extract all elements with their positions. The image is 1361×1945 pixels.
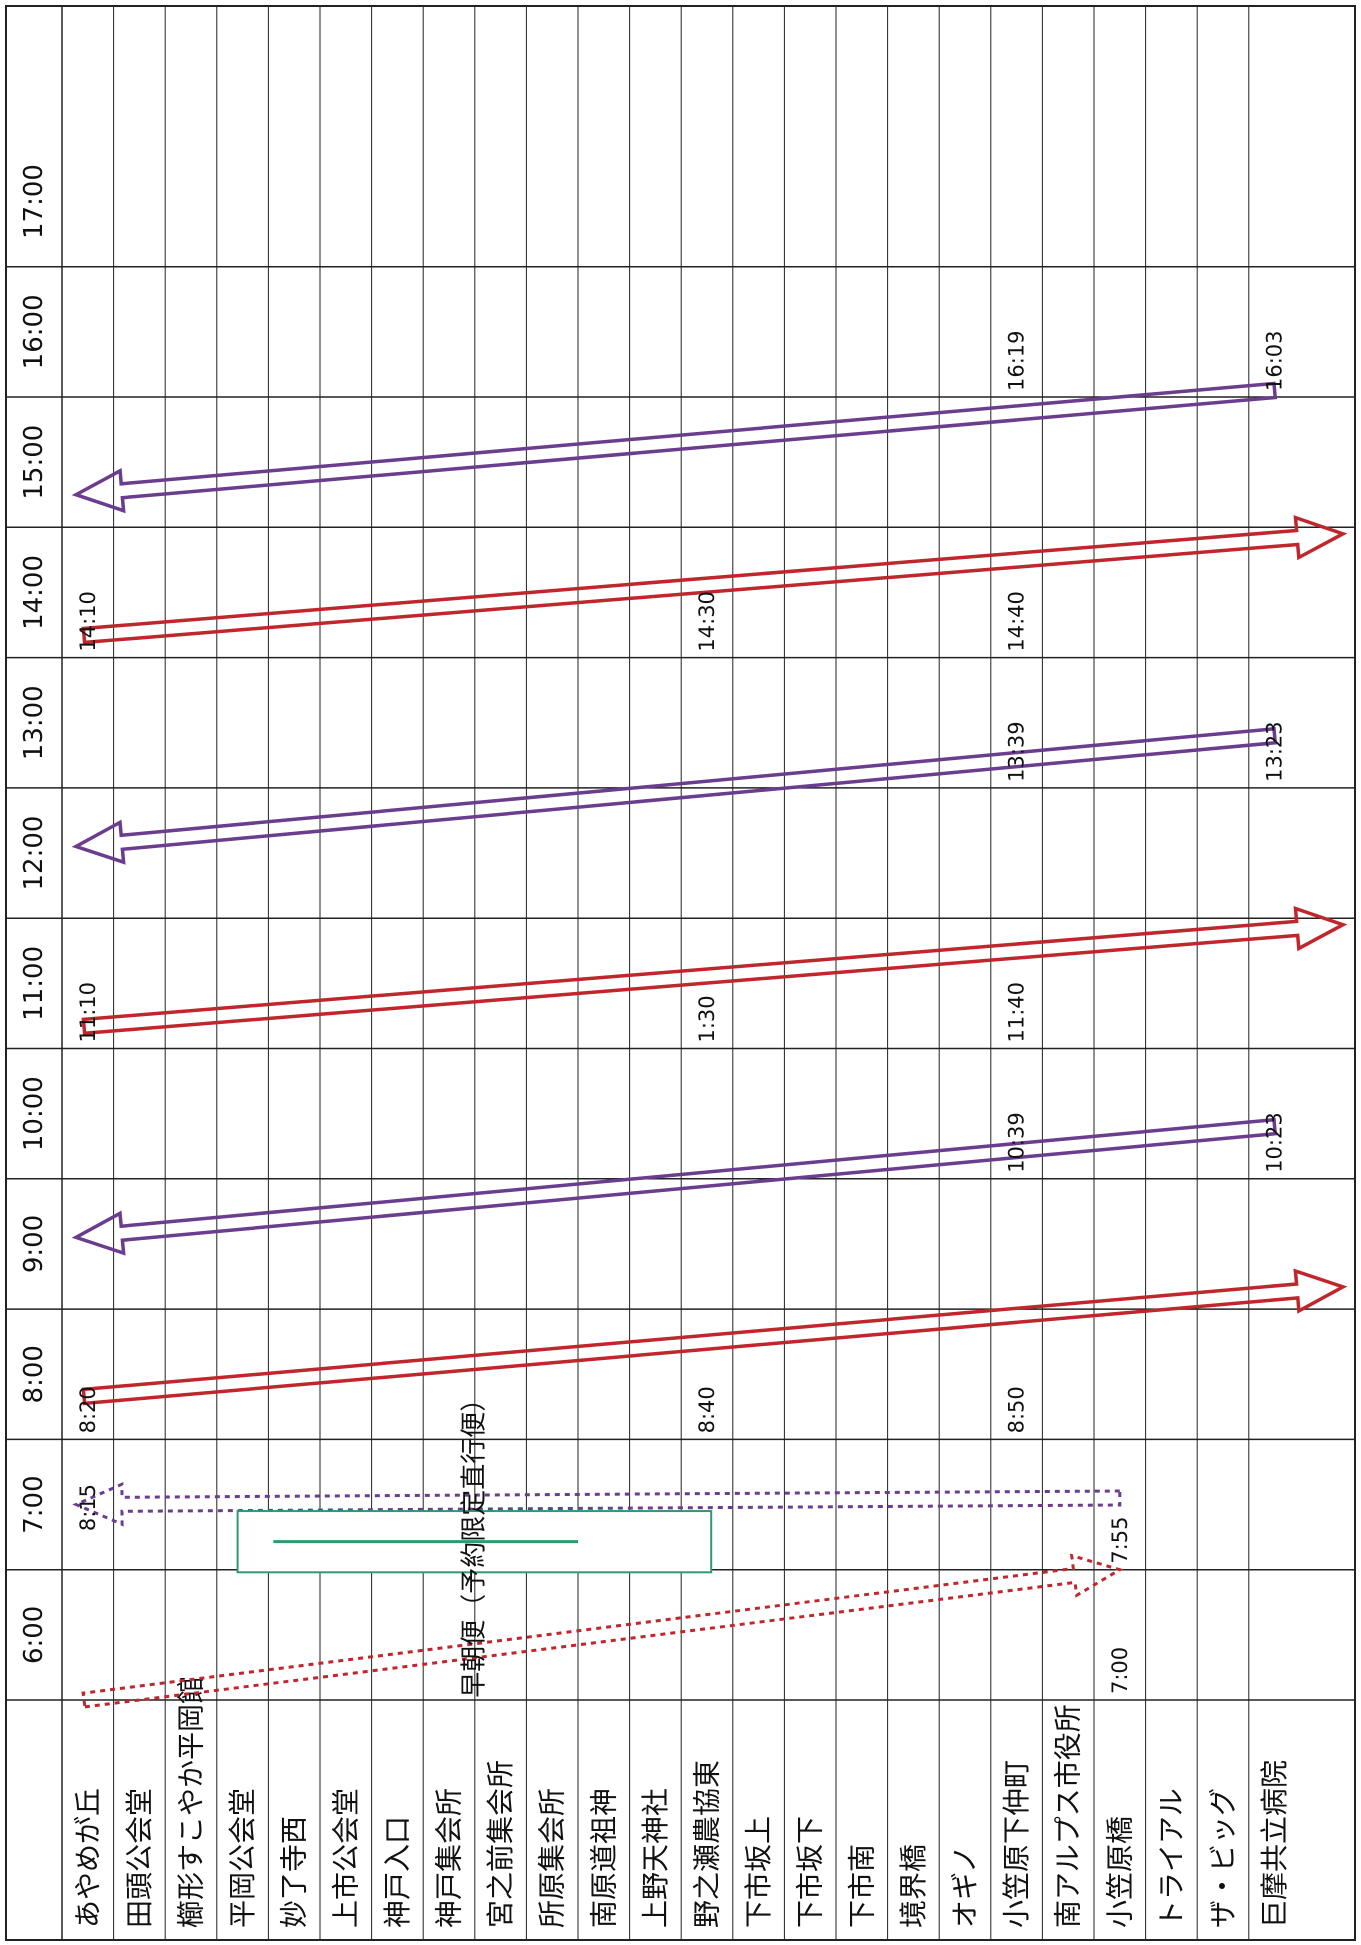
stop-name: 南原道祖神: [587, 1788, 620, 1928]
stop-name: 巨摩共立病院: [1258, 1760, 1291, 1928]
time-annotation: 10:23: [1263, 1112, 1287, 1173]
stop-name: 神戸集会所: [433, 1788, 466, 1928]
stop-name: 田頭公会堂: [123, 1788, 156, 1928]
hour-label: 13:00: [19, 685, 49, 760]
time-annotation: 7:55: [1108, 1517, 1132, 1564]
time-annotation: 16:19: [1005, 330, 1029, 391]
stop-name: ザ・ビッグ: [1207, 1788, 1240, 1928]
hour-label: 9:00: [19, 1215, 49, 1273]
outbound-trip-arrow: [81, 905, 1348, 1036]
time-annotation: 14:30: [695, 591, 719, 652]
stop-name: 上市公会堂: [329, 1788, 362, 1928]
inbound-trip-arrow: [71, 726, 1278, 865]
time-annotation: 11:10: [76, 982, 100, 1043]
stop-name: 南アルプス市役所: [1052, 1704, 1085, 1928]
time-annotation: 13:23: [1263, 721, 1287, 782]
hour-label: 15:00: [19, 425, 49, 500]
outbound-trip-arrow: [81, 1553, 1124, 1709]
time-annotation: 14:10: [76, 591, 100, 652]
outbound-trip-arrow: [81, 515, 1348, 645]
table-frame: [5, 5, 1356, 1941]
time-annotation: 8:40: [695, 1386, 719, 1433]
time-annotation: 7:00: [1108, 1647, 1132, 1694]
hour-label: 12:00: [19, 816, 49, 891]
hour-label: 6:00: [19, 1606, 49, 1664]
early-service-label: 早朝便（予約限定直行便）: [459, 1386, 489, 1698]
stop-name: 神戸入口: [381, 1816, 414, 1928]
stop-name: 妙了寺西: [278, 1816, 311, 1928]
stop-name: 小笠原下仲町: [1000, 1760, 1033, 1928]
hour-label: 7:00: [19, 1475, 49, 1533]
time-annotation: 11:40: [1005, 982, 1029, 1043]
hour-label: 10:00: [19, 1076, 49, 1151]
inbound-trip-arrow: [71, 1117, 1278, 1256]
stop-name: 境界橋: [897, 1844, 930, 1928]
hour-label: 14:00: [19, 555, 49, 630]
stop-name: 野之瀬農協東: [691, 1760, 724, 1928]
hour-label: 11:00: [19, 946, 49, 1021]
time-annotation: 8:15: [76, 1484, 100, 1531]
stop-name: 宮之前集会所: [484, 1760, 517, 1928]
stop-name: 櫛形すこやか平岡館: [175, 1676, 208, 1928]
time-annotation: 16:03: [1263, 330, 1287, 391]
time-annotation: 10:39: [1005, 1112, 1029, 1173]
stop-name: 小笠原橋: [1103, 1816, 1136, 1928]
stop-name: あやめが丘: [71, 1788, 104, 1928]
inbound-trip-arrow: [71, 381, 1278, 514]
time-annotation: 8:20: [76, 1386, 100, 1433]
stop-name: 所原集会所: [536, 1788, 569, 1928]
time-annotation: 1:30: [695, 995, 719, 1042]
hour-label: 17:00: [19, 164, 49, 239]
stop-name: 下市坂上: [742, 1816, 775, 1928]
outbound-trip-arrow: [81, 1268, 1348, 1406]
stop-name: 上野天神社: [639, 1788, 672, 1928]
stop-name: トライアル: [1155, 1788, 1188, 1928]
time-annotation: 14:40: [1005, 591, 1029, 652]
stop-name: オギノ: [949, 1845, 982, 1928]
time-annotation: 13:39: [1005, 721, 1029, 782]
hour-label: 8:00: [19, 1345, 49, 1403]
stop-name: 下市南: [845, 1844, 878, 1928]
stop-name: 平岡公会堂: [226, 1788, 259, 1928]
stop-name: 下市坂下: [794, 1816, 827, 1928]
hour-label: 16:00: [19, 294, 49, 369]
time-annotation: 8:50: [1005, 1386, 1029, 1433]
